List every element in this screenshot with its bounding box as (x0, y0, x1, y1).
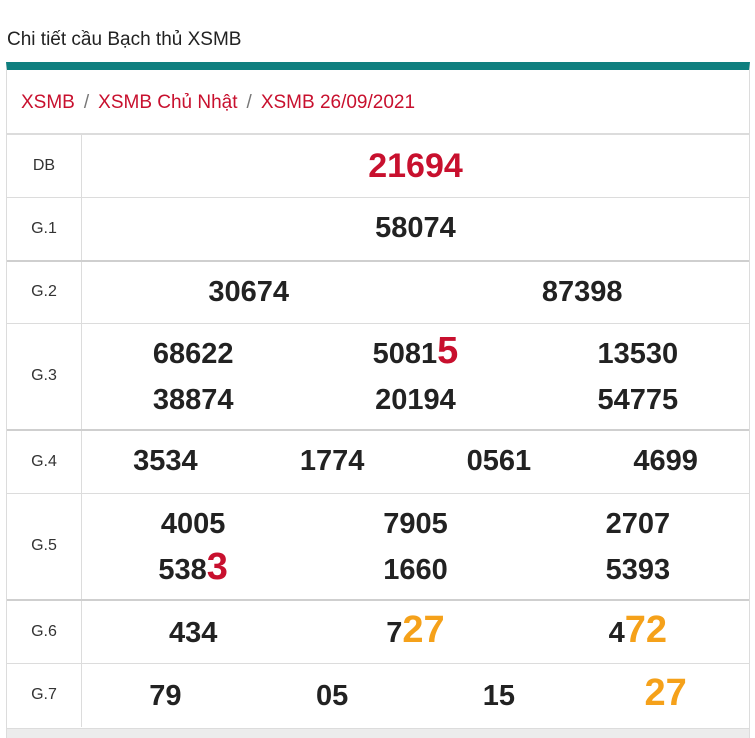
breadcrumb-link-xsmb-sunday[interactable]: XSMB Chủ Nhật (98, 92, 238, 113)
prize-label: DB (7, 134, 82, 198)
prize-row-g5: G.5 4005 5383 7905 1660 2707 5393 (7, 493, 749, 600)
prize-number: 20194 (375, 384, 456, 417)
prize-number: 50815 (372, 330, 459, 373)
prize-values: 4005 5383 7905 1660 2707 5393 (81, 493, 749, 600)
prize-number: 27 (644, 672, 686, 714)
prize-label: G.7 (7, 663, 82, 727)
prize-label: G.6 (7, 598, 82, 664)
prize-number: 727 (386, 608, 445, 651)
bottom-divider (7, 728, 749, 738)
prize-row-g3: G.3 68622 38874 50815 20194 13530 54775 (7, 323, 749, 430)
prize-number: 58074 (375, 212, 456, 245)
prize-number: 7905 (383, 508, 448, 541)
highlighted-digits: 72 (624, 608, 668, 651)
prize-number: 38874 (152, 384, 234, 417)
highlighted-digit: 3 (206, 546, 228, 589)
prize-values: 21694 (81, 134, 749, 198)
prize-row-g4: G.4 3534 1774 0561 4699 (7, 428, 749, 494)
prize-number: 54775 (597, 384, 679, 417)
prize-label: G.3 (7, 323, 82, 430)
prize-number: 3534 (133, 445, 198, 478)
prize-number: 87398 (541, 275, 623, 308)
highlighted-digits: 27 (402, 608, 445, 651)
results-card: XSMB / XSMB Chủ Nhật / XSMB 26/09/2021 DB 21… (6, 62, 750, 738)
prize-row-g7: G.7 79 05 15 27 (7, 663, 749, 727)
prize-number: 15 (482, 680, 515, 713)
prize-row-db: DB 21694 (7, 134, 749, 198)
prize-values: 79 05 15 27 (81, 663, 749, 727)
highlighted-digit: 5 (437, 330, 459, 373)
prize-number: 13530 (597, 338, 679, 371)
prize-values: 3534 1774 0561 4699 (81, 428, 749, 494)
prize-number: 472 (608, 608, 668, 651)
breadcrumb-link-xsmb-date[interactable]: XSMB 26/09/2021 (260, 92, 416, 113)
breadcrumb-separator: / (83, 92, 90, 113)
prize-number: 2707 (605, 508, 671, 541)
breadcrumb-link-xsmb[interactable]: XSMB (21, 92, 75, 113)
prize-values: 30674 87398 (81, 259, 749, 324)
prize-values: 58074 (81, 197, 749, 261)
prize-values: 434 727 472 (81, 598, 749, 664)
prize-number: 05 (315, 680, 349, 713)
breadcrumb: XSMB / XSMB Chủ Nhật / XSMB 26/09/2021 (7, 70, 749, 134)
prize-number: 434 (168, 616, 218, 649)
prize-values: 68622 38874 50815 20194 13530 54775 (81, 323, 749, 430)
prize-number: 5393 (605, 554, 671, 587)
breadcrumb-separator: / (246, 92, 252, 113)
prize-label: G.5 (7, 493, 82, 600)
page-title: Chi tiết cầu Bạch thủ XSMB (7, 29, 242, 50)
prize-row-g2: G.2 30674 87398 (7, 259, 749, 324)
prize-label: G.4 (7, 428, 82, 494)
prize-label: G.1 (7, 197, 82, 261)
special-prize-number: 21694 (368, 146, 463, 185)
prize-number: 79 (149, 680, 182, 713)
prize-number: 5383 (158, 546, 228, 589)
prize-number: 68622 (152, 338, 234, 371)
prize-row-g1: G.1 58074 (7, 197, 749, 261)
prize-number: 30674 (208, 275, 290, 308)
prize-label: G.2 (7, 259, 82, 324)
prize-number: 4005 (160, 508, 226, 541)
prize-row-g6: G.6 434 727 472 (7, 598, 749, 664)
results-table: DB 21694 G.1 58074 G.2 30674 87398 G.3 (7, 134, 749, 727)
prize-number: 1774 (299, 445, 365, 478)
prize-number: 1660 (383, 554, 448, 587)
prize-number: 0561 (466, 445, 532, 478)
highlighted-digits: 27 (644, 672, 687, 715)
prize-number: 4699 (633, 445, 698, 478)
